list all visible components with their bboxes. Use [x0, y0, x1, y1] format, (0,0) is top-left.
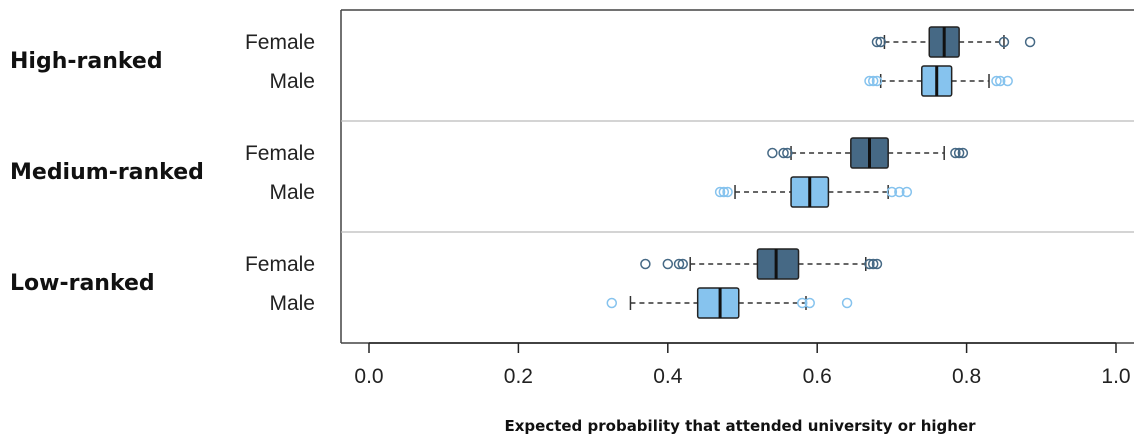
outlier-point [871, 75, 883, 87]
outlier-point [606, 297, 618, 309]
category-label: Female [245, 142, 315, 165]
outlier-point [673, 258, 685, 270]
outlier-point [662, 258, 674, 270]
outlier-point [804, 297, 815, 309]
box-female [640, 248, 883, 280]
x-tick-label: 0.8 [952, 365, 981, 388]
box-male [606, 287, 853, 319]
group-label: Medium-ranked [10, 160, 204, 185]
outlier-point [718, 186, 730, 198]
outlier-point [722, 186, 733, 198]
box-male [864, 65, 1013, 97]
x-tick-label: 0.2 [504, 365, 533, 388]
outlier-point [894, 186, 905, 198]
outlier-point [901, 186, 913, 198]
x-axis-label: Expected probability that attended unive… [504, 417, 976, 435]
outlier-point [886, 186, 898, 198]
box-male [714, 176, 913, 208]
group-label: Low-ranked [10, 271, 155, 296]
y-labels: High-ranked Female Male Medium-ranked Female… [10, 31, 315, 315]
outlier-point [782, 147, 793, 159]
x-tick-label: 0.4 [653, 365, 683, 388]
outlier-point [953, 147, 965, 159]
outlier-point [864, 75, 875, 87]
outlier-point [1002, 75, 1013, 87]
x-axis: 0.0 0.2 0.4 0.6 0.8 1.0 [354, 342, 1131, 388]
outlier-point [640, 258, 651, 270]
x-tick-label: 0.6 [803, 365, 832, 388]
outlier-point [950, 147, 961, 159]
outlier-point [875, 36, 886, 48]
iqr-box [696, 287, 740, 319]
outlier-point [841, 297, 853, 309]
outlier-point [867, 258, 879, 270]
category-label: Male [269, 292, 315, 315]
outlier-point [957, 147, 969, 159]
box-female [871, 26, 1036, 58]
group-dividers [341, 120, 1134, 233]
outlier-point [998, 36, 1010, 48]
outlier-point [867, 75, 879, 87]
outlier-point [871, 36, 883, 48]
outlier-point [767, 147, 778, 159]
outlier-point [991, 75, 1002, 87]
group-label: High-ranked [10, 49, 163, 74]
outlier-point [1024, 36, 1036, 48]
iqr-box [756, 248, 800, 280]
outlier-point [677, 258, 688, 270]
box-female [767, 137, 969, 169]
x-tick-label: 0.0 [354, 365, 383, 388]
outlier-point [864, 258, 875, 270]
outlier-point [714, 186, 726, 198]
outlier-point [871, 258, 883, 270]
category-label: Male [269, 181, 315, 204]
category-label: Female [245, 253, 315, 276]
outlier-point [778, 147, 789, 159]
boxes [606, 26, 1036, 319]
outlier-point [994, 75, 1006, 87]
category-label: Female [245, 31, 315, 54]
x-tick-label: 1.0 [1101, 365, 1130, 388]
outlier-point [797, 297, 808, 309]
category-label: Male [269, 70, 315, 93]
